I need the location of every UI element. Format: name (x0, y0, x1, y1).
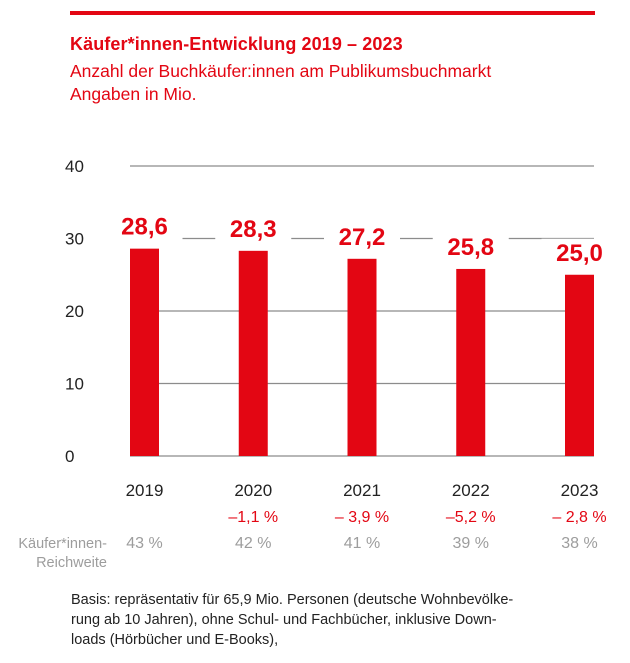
bar-2020 (238, 250, 268, 456)
y-tick-label: 0 (65, 447, 74, 466)
x-axis-labels: 2019 2020 2021 2022 2023 (126, 481, 599, 500)
x-tick-label: 2023 (561, 481, 599, 500)
value-label-background (432, 232, 509, 261)
reach-value-2020: 42 % (235, 535, 271, 552)
chart-title: Käufer*innen-Entwicklung 2019 – 2023 (70, 34, 403, 54)
value-label-background (106, 212, 183, 241)
y-tick-label: 20 (65, 302, 84, 321)
subtitle-line-2: Angaben in Mio. (70, 84, 197, 104)
bar-2022 (456, 268, 486, 456)
y-tick-label: 30 (65, 230, 84, 249)
bar-2019 (130, 248, 159, 456)
reach-value-2019: 43 % (126, 535, 162, 552)
y-tick-label: 40 (65, 157, 84, 176)
footnote: Basis: repräsentativ für 65,9 Mio. Perso… (71, 590, 591, 650)
x-tick-label: 2020 (234, 481, 272, 500)
reach-value-2022: 39 % (453, 535, 489, 552)
y-tick-label: 10 (65, 375, 84, 394)
value-label-background (324, 222, 400, 251)
y-axis-ticks: 0 10 20 30 40 (65, 157, 84, 466)
change-label-2020: –1,1 % (228, 509, 278, 526)
reach-value-2023: 38 % (561, 535, 597, 552)
bar-2023 (565, 274, 594, 456)
chart-subtitle: Anzahl der Buchkäufer:innen am Publikums… (70, 60, 491, 106)
value-label-2022: 25,8 (447, 234, 494, 261)
footnote-line-1: Basis: repräsentativ für 65,9 Mio. Perso… (71, 592, 514, 608)
change-label-2022: –5,2 % (446, 509, 496, 526)
footnote-line-2: rung ab 10 Jahren), ohne Schul- und Fach… (71, 612, 497, 628)
reach-value-2021: 41 % (344, 535, 380, 552)
change-label-2021: – 3,9 % (335, 509, 389, 526)
footnote-line-3: loads (Hörbücher und E-Books), (71, 632, 279, 648)
value-label-background (541, 238, 618, 267)
value-label-2020: 28,3 (230, 216, 277, 243)
reach-label-line-1: Käufer*innen- (18, 536, 107, 552)
x-tick-label: 2021 (343, 481, 381, 500)
value-label-2019: 28,6 (121, 214, 168, 241)
change-label-2023: – 2,8 % (552, 509, 606, 526)
value-labels: 28,6 28,3 27,2 25,8 25,0 (106, 212, 618, 267)
subtitle-line-1: Anzahl der Buchkäufer:innen am Publikums… (70, 61, 492, 81)
value-label-2021: 27,2 (339, 224, 386, 251)
reach-label-line-2: Reichweite (36, 555, 107, 571)
bar-2021 (347, 258, 377, 456)
x-tick-label: 2019 (126, 481, 164, 500)
value-label-background (215, 214, 292, 243)
reach-row: Käufer*innen- Reichweite 43 % 42 % 41 % 39 … (18, 535, 597, 571)
x-tick-label: 2022 (452, 481, 490, 500)
top-rule (70, 11, 595, 15)
change-labels: –1,1 % – 3,9 % –5,2 % – 2,8 % (228, 509, 606, 526)
value-label-2023: 25,0 (556, 240, 603, 267)
bars (130, 248, 594, 456)
